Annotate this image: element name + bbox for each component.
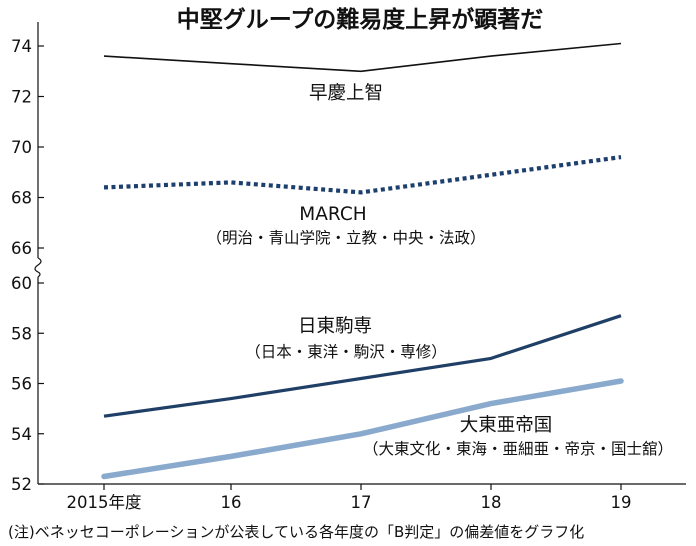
series-label-3: 日東駒専 [298, 316, 372, 337]
series-sublabel-2: （明治・青山学院・立教・中央・法政） [206, 228, 485, 247]
series-line-3 [103, 314, 622, 418]
y-tick-label: 52 [11, 475, 32, 494]
footnote: (注)ベネッセコーポレーションが公表している各年度の「B判定」の偏差値をグラフ化 [8, 523, 584, 541]
series-sublabel-4: （大東文化・東海・亜細亜・帝京・国士舘） [363, 439, 673, 458]
x-tick-label: 16 [221, 493, 242, 512]
y-tick-label: 68 [11, 189, 32, 208]
x-tick-label: 2015年度 [67, 493, 142, 512]
series-labels: 早慶上智 MARCH （明治・青山学院・立教・中央・法政） 日東駒専 （日本・東洋・駒沢… [206, 83, 673, 458]
series-line-4 [101, 378, 624, 480]
y-tick-label: 58 [11, 324, 32, 343]
series-label-1: 早慶上智 [309, 83, 383, 104]
series-sublabel-3: （日本・東洋・駒沢・専修） [245, 343, 447, 361]
series-label-4: 大東亜帝国 [460, 415, 553, 436]
y-tick-label: 60 [11, 274, 32, 293]
chart-title: 中堅グループの難易度上昇が顕著だ [177, 6, 544, 33]
x-tick-label: 17 [351, 493, 372, 512]
x-tick-label: 18 [481, 493, 502, 512]
series-line-2 [103, 155, 622, 195]
series-label-2: MARCH [299, 204, 366, 225]
y-tick-label: 72 [11, 88, 32, 107]
axes: 74 72 70 68 66 60 58 56 54 52 2015年度 16 17 18 19 [11, 22, 686, 512]
y-tick-label: 74 [11, 37, 32, 56]
series-line-1 [103, 42, 622, 73]
y-tick-label: 54 [11, 425, 32, 444]
y-tick-label: 70 [11, 138, 32, 157]
x-tick-label: 19 [611, 493, 632, 512]
y-tick-label: 66 [11, 239, 32, 258]
series-lines [101, 42, 624, 480]
axis-break [34, 257, 42, 278]
y-tick-label: 56 [11, 375, 32, 394]
